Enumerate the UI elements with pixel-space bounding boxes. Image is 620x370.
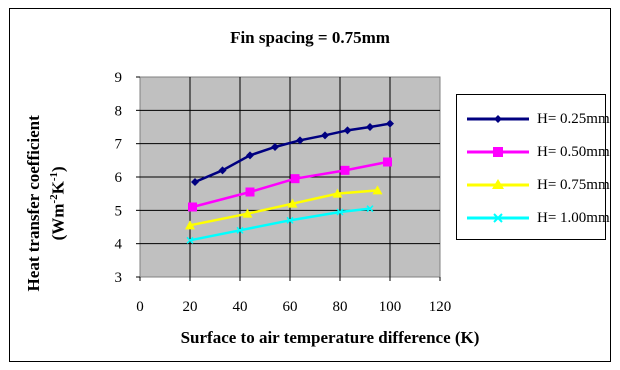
y-tick-label: 3 bbox=[115, 270, 123, 286]
data-point-series-1 bbox=[188, 202, 197, 212]
legend-item-h025: H= 0.25mm bbox=[463, 109, 610, 129]
x-tick-label: 20 bbox=[183, 299, 198, 315]
x-tick-label: 60 bbox=[283, 299, 298, 315]
data-point-series-3 bbox=[186, 236, 194, 244]
legend-swatch-h100 bbox=[467, 213, 529, 223]
data-point-series-0 bbox=[386, 119, 394, 128]
data-point-series-2 bbox=[185, 220, 195, 230]
legend-swatch-h075 bbox=[467, 179, 529, 189]
legend-label-h100: H= 1.00mm bbox=[537, 209, 610, 226]
data-point-series-1 bbox=[290, 174, 300, 184]
legend-swatch-h025 bbox=[467, 115, 529, 123]
legend-label-h050: H= 0.50mm bbox=[537, 143, 610, 160]
x-tick-label: 80 bbox=[333, 299, 348, 315]
data-point-series-2 bbox=[287, 198, 298, 208]
y-tick-label: 9 bbox=[115, 70, 123, 86]
chart-title: Fin spacing = 0.75mm bbox=[230, 28, 390, 47]
x-tick-label: 120 bbox=[429, 299, 452, 315]
legend-label-h025: H= 0.25mm bbox=[537, 110, 610, 127]
legend-swatch-h050 bbox=[467, 147, 529, 157]
data-point-series-0 bbox=[321, 131, 329, 140]
data-point-series-3 bbox=[286, 216, 294, 224]
data-point-series-3 bbox=[366, 205, 374, 213]
data-point-series-0 bbox=[246, 151, 254, 160]
x-axis-label: Surface to air temperature difference (K… bbox=[180, 328, 480, 347]
data-point-series-1 bbox=[383, 157, 392, 167]
legend-item-h100: H= 1.00mm bbox=[463, 208, 610, 228]
x-tick-label: 40 bbox=[233, 299, 248, 315]
data-point-series-3 bbox=[336, 208, 344, 216]
data-point-series-0 bbox=[191, 178, 199, 186]
y-tick-label: 8 bbox=[115, 103, 123, 119]
data-point-series-3 bbox=[236, 226, 244, 234]
y-tick-label: 7 bbox=[115, 137, 123, 153]
data-point-series-1 bbox=[245, 187, 255, 197]
data-point-series-2 bbox=[242, 208, 253, 218]
data-point-series-0 bbox=[218, 166, 227, 175]
y-tick-label: 6 bbox=[115, 170, 123, 186]
legend-item-h075: H= 0.75mm bbox=[463, 175, 610, 195]
data-point-series-0 bbox=[343, 126, 352, 135]
data-point-series-2 bbox=[332, 188, 343, 198]
x-tick-label: 0 bbox=[136, 299, 144, 315]
data-point-series-0 bbox=[366, 123, 374, 131]
legend-item-h050: H= 0.50mm bbox=[463, 142, 610, 162]
y-tick-label: 4 bbox=[115, 237, 123, 253]
data-point-series-2 bbox=[372, 185, 383, 195]
x-tick-label: 100 bbox=[379, 299, 402, 315]
y-tick-label: 5 bbox=[115, 203, 123, 219]
legend: H= 0.25mm H= 0.50mm H= 0.75mm H= 1.00mm bbox=[456, 94, 610, 240]
legend-label-h075: H= 0.75mm bbox=[537, 176, 610, 193]
data-point-series-0 bbox=[296, 136, 304, 145]
data-point-series-0 bbox=[271, 143, 279, 151]
data-point-series-1 bbox=[340, 165, 350, 175]
